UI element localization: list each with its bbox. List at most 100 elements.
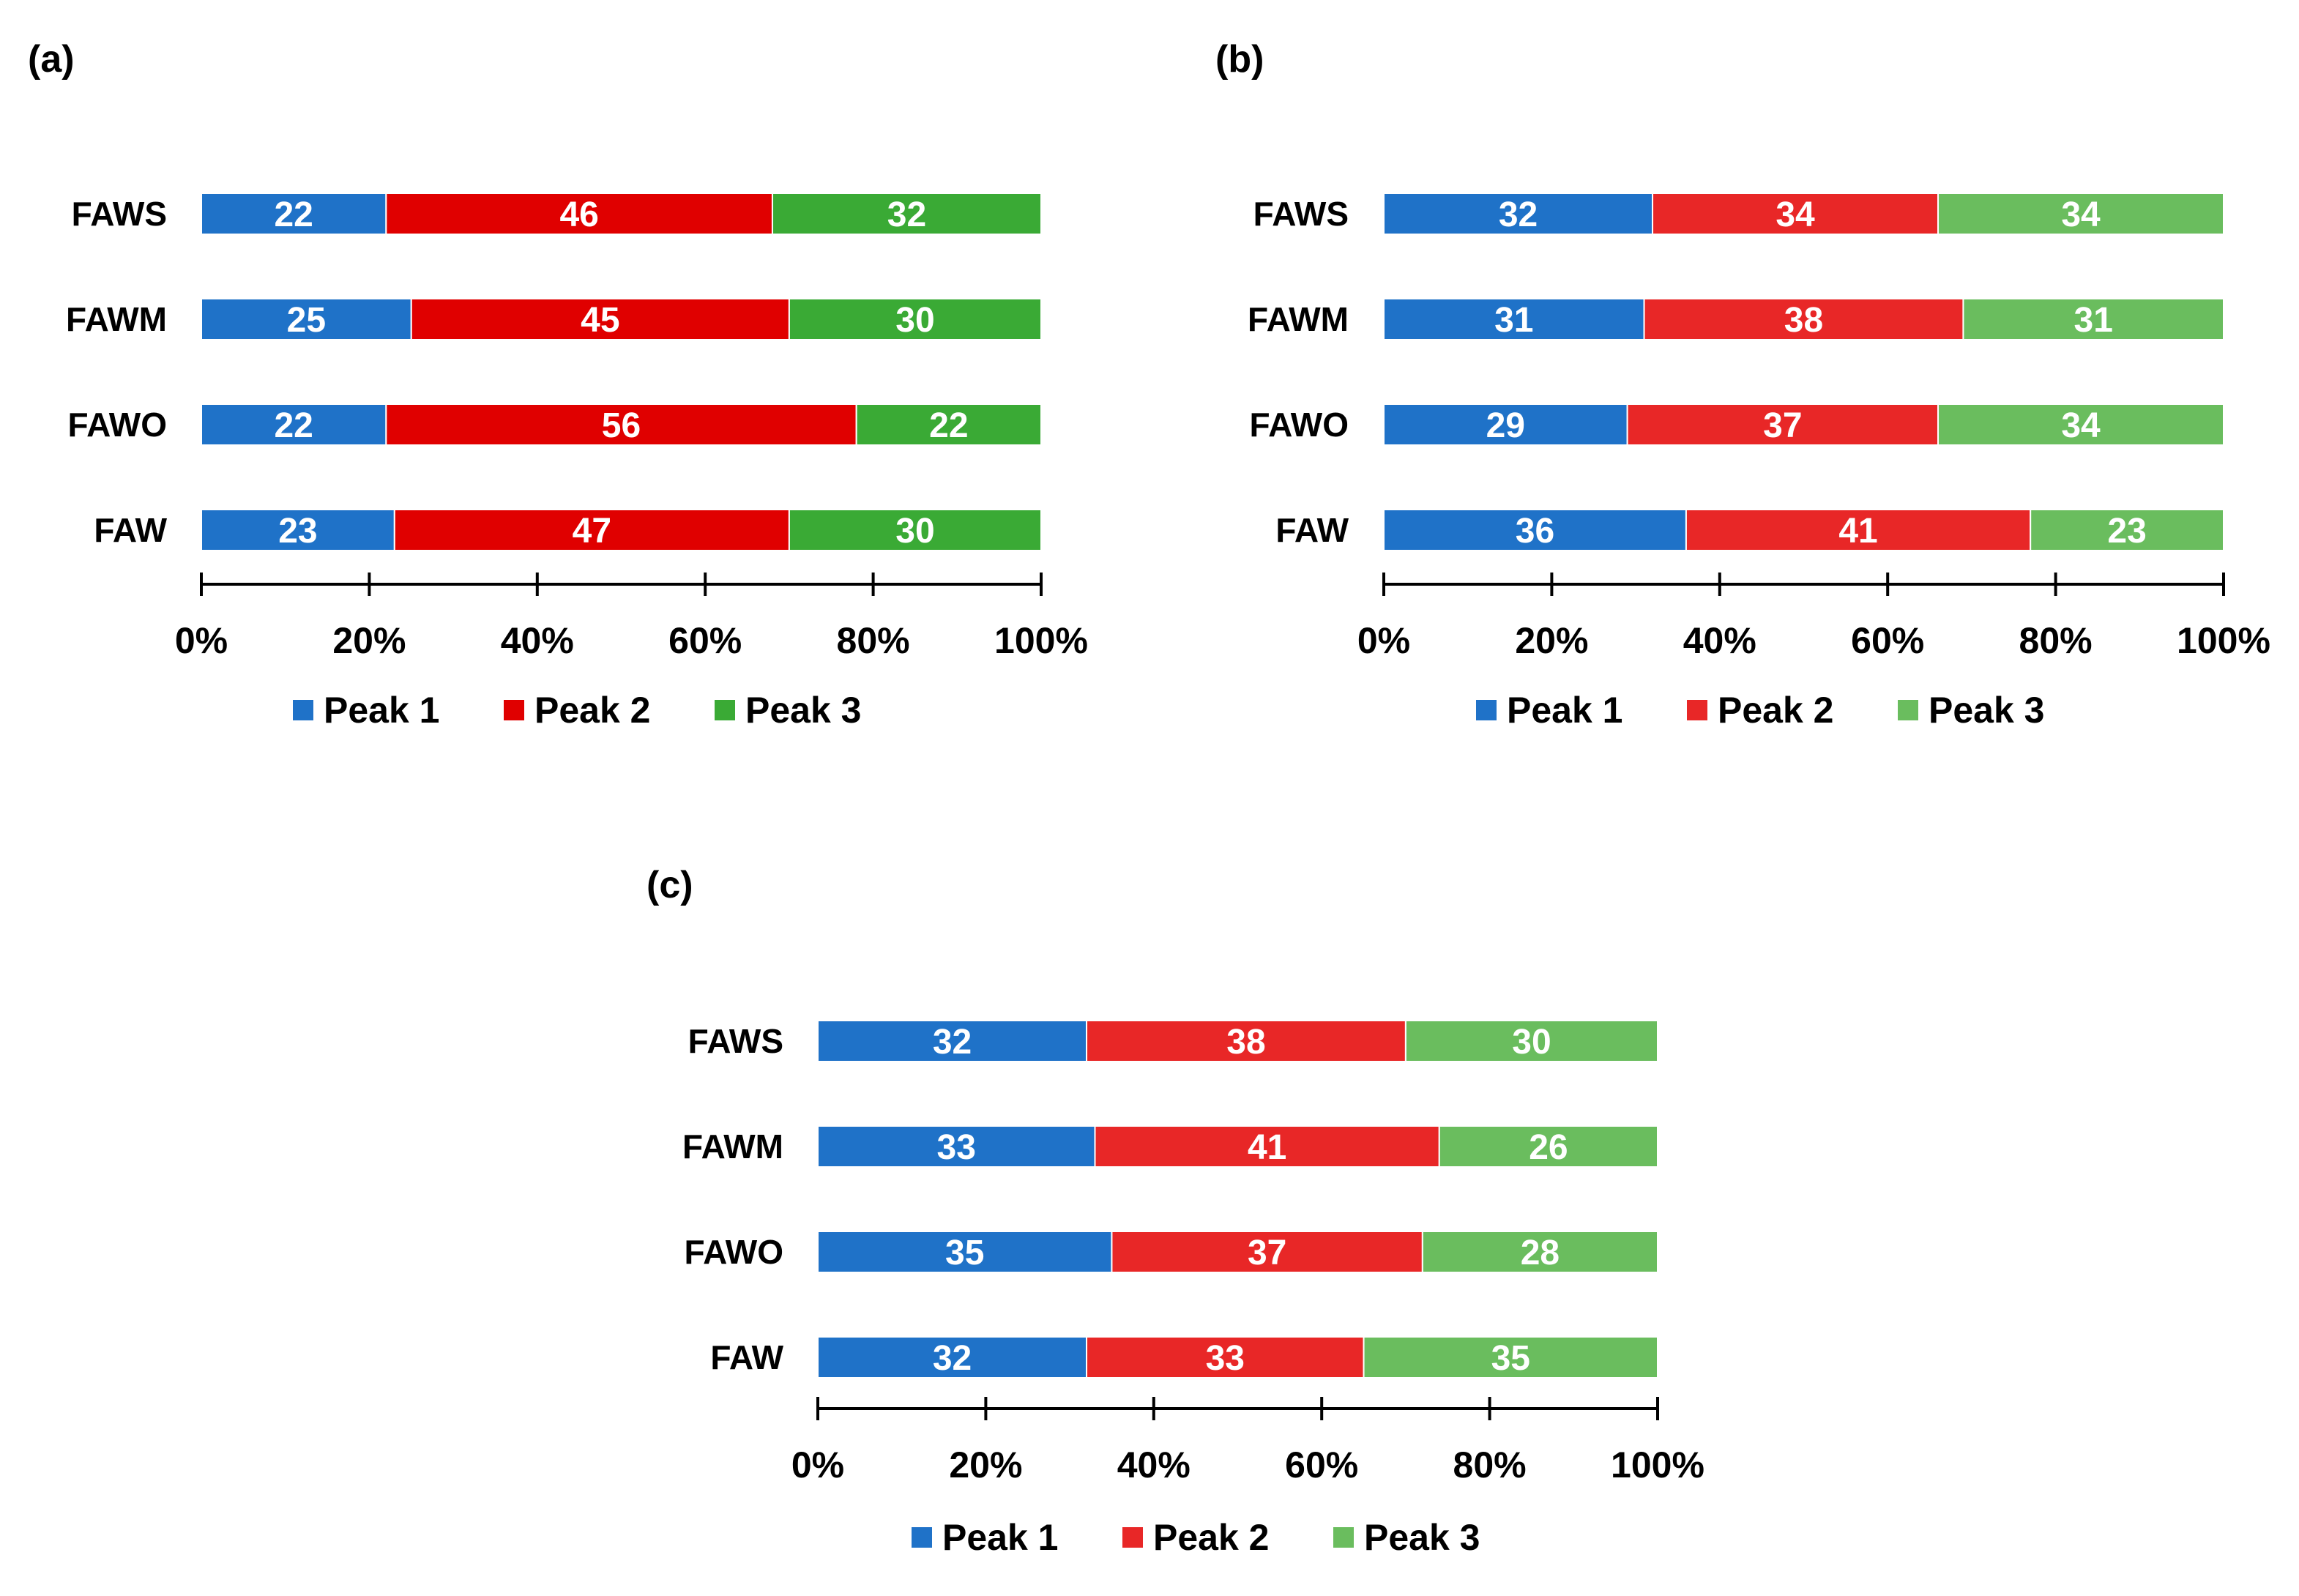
x-tick-label: 100% <box>1611 1444 1704 1485</box>
legend-swatch-peak-2 <box>1687 700 1707 720</box>
category-label: FAW <box>94 511 167 549</box>
bar-segment-peak-2 <box>1626 403 1940 446</box>
bar-segment-peak-1 <box>817 1020 1088 1062</box>
bar-segment-peak-1 <box>817 1336 1088 1379</box>
category-label: FAWO <box>1250 406 1349 444</box>
x-tick-label: 40% <box>501 620 574 661</box>
x-tick-label: 80% <box>2019 620 2093 661</box>
legend-label: Peak 2 <box>1718 690 1833 731</box>
category-label: FAWO <box>685 1233 783 1271</box>
x-tick-label: 40% <box>1117 1444 1191 1485</box>
bar-segment-peak-1 <box>1383 509 1687 551</box>
legend-swatch-peak-3 <box>1333 1527 1354 1548</box>
category-label: FAWM <box>682 1127 783 1166</box>
data-label: 37 <box>1763 406 1802 445</box>
data-label: 33 <box>1206 1339 1245 1378</box>
data-label: 31 <box>1494 301 1533 340</box>
bar-segment-peak-1 <box>1383 193 1654 235</box>
bar-segment-peak-2 <box>1111 1231 1423 1273</box>
chart-panel-b: (b) FAWS 32 34 34 FAWM 31 38 31 FAWO 29 37 34 FAW 36 41… <box>1215 38 2270 731</box>
x-tick-label: 0% <box>791 1444 844 1485</box>
data-label: 41 <box>1838 512 1877 551</box>
bar-segment-peak-2 <box>1643 298 1964 340</box>
bar-segment-peak-3 <box>1363 1336 1659 1379</box>
category-label: FAWM <box>66 300 167 338</box>
data-label: 32 <box>933 1339 972 1378</box>
bar-segment-peak-3 <box>1937 403 2225 446</box>
category-label: FAWS <box>72 195 167 233</box>
data-label: 35 <box>945 1234 984 1272</box>
bar-segment-peak-3 <box>1421 1231 1658 1273</box>
bar-segment-peak-1 <box>817 1231 1113 1273</box>
x-tick-label: 100% <box>994 620 1088 661</box>
bar-segment-peak-2 <box>1094 1125 1440 1168</box>
legend-swatch-peak-2 <box>504 700 524 720</box>
data-label: 32 <box>1499 195 1538 234</box>
data-label: 22 <box>274 195 313 234</box>
bar-segment-peak-2 <box>385 403 857 446</box>
legend-swatch-peak-1 <box>912 1527 932 1548</box>
data-label: 34 <box>1776 195 1815 234</box>
category-label: FAWS <box>688 1022 783 1060</box>
bar-segment-peak-1 <box>1383 298 1645 340</box>
legend-label: Peak 2 <box>534 690 650 731</box>
data-label: 37 <box>1248 1234 1286 1272</box>
data-label: 47 <box>573 512 611 551</box>
chart-panel-c: (c) FAWS 32 38 30 FAWM 33 41 26 FAWO 35 37 28 FAW 32 33… <box>647 864 1704 1558</box>
bar-segment-peak-1 <box>201 509 395 551</box>
legend-swatch-peak-3 <box>1898 700 1918 720</box>
bar-segment-peak-3 <box>1404 1020 1659 1062</box>
data-label: 22 <box>929 406 968 445</box>
x-tick-label: 80% <box>1453 1444 1527 1485</box>
bar-segment-peak-3 <box>855 403 1043 446</box>
data-label: 28 <box>1521 1234 1560 1272</box>
data-label: 26 <box>1529 1128 1568 1167</box>
x-tick-label: 0% <box>1357 620 1410 661</box>
legend-label: Peak 1 <box>324 690 439 731</box>
data-label: 29 <box>1486 406 1525 445</box>
panel-title: (a) <box>28 38 75 81</box>
category-label: FAW <box>710 1338 783 1376</box>
data-label: 32 <box>933 1023 972 1062</box>
bar-segment-peak-3 <box>1438 1125 1659 1168</box>
chart-panel-a: (a) FAWS 22 46 32 FAWM 25 45 30 FAWO 22 56 22 FAW 23 47… <box>28 38 1088 731</box>
data-label: 30 <box>1512 1023 1551 1062</box>
legend-label: Peak 3 <box>1364 1517 1480 1558</box>
x-tick-label: 60% <box>1851 620 1924 661</box>
x-tick-label: 40% <box>1683 620 1756 661</box>
bar-segment-peak-2 <box>1685 509 2032 551</box>
x-tick-label: 0% <box>175 620 228 661</box>
data-label: 46 <box>559 195 598 234</box>
legend-swatch-peak-1 <box>1476 700 1497 720</box>
data-label: 31 <box>2074 301 2113 340</box>
panel-title: (c) <box>647 864 693 906</box>
bar-segment-peak-3 <box>771 193 1042 235</box>
bar-segment-peak-3 <box>1937 193 2225 235</box>
data-label: 41 <box>1248 1128 1286 1167</box>
legend-label: Peak 3 <box>1929 690 2044 731</box>
x-tick-label: 60% <box>668 620 742 661</box>
bar-segment-peak-3 <box>2030 509 2224 551</box>
data-label: 38 <box>1226 1023 1265 1062</box>
data-label: 34 <box>2061 195 2101 234</box>
bar-segment-peak-1 <box>201 193 387 235</box>
bar-segment-peak-2 <box>385 193 773 235</box>
data-label: 25 <box>287 301 326 340</box>
data-label: 45 <box>581 301 619 340</box>
category-label: FAWO <box>68 406 167 444</box>
data-label: 23 <box>2107 512 2146 551</box>
x-tick-label: 100% <box>2177 620 2270 661</box>
x-tick-label: 20% <box>949 1444 1022 1485</box>
x-tick-label: 80% <box>837 620 910 661</box>
data-label: 34 <box>2061 406 2101 445</box>
bar-segment-peak-1 <box>1383 403 1628 446</box>
data-label: 33 <box>937 1128 976 1167</box>
bar-segment-peak-3 <box>1962 298 2224 340</box>
bar-segment-peak-2 <box>1086 1336 1365 1379</box>
category-label: FAW <box>1275 511 1349 549</box>
bar-segment-peak-3 <box>788 298 1043 340</box>
bar-segment-peak-1 <box>817 1125 1096 1168</box>
legend-label: Peak 1 <box>942 1517 1058 1558</box>
x-tick-label: 20% <box>1515 620 1588 661</box>
